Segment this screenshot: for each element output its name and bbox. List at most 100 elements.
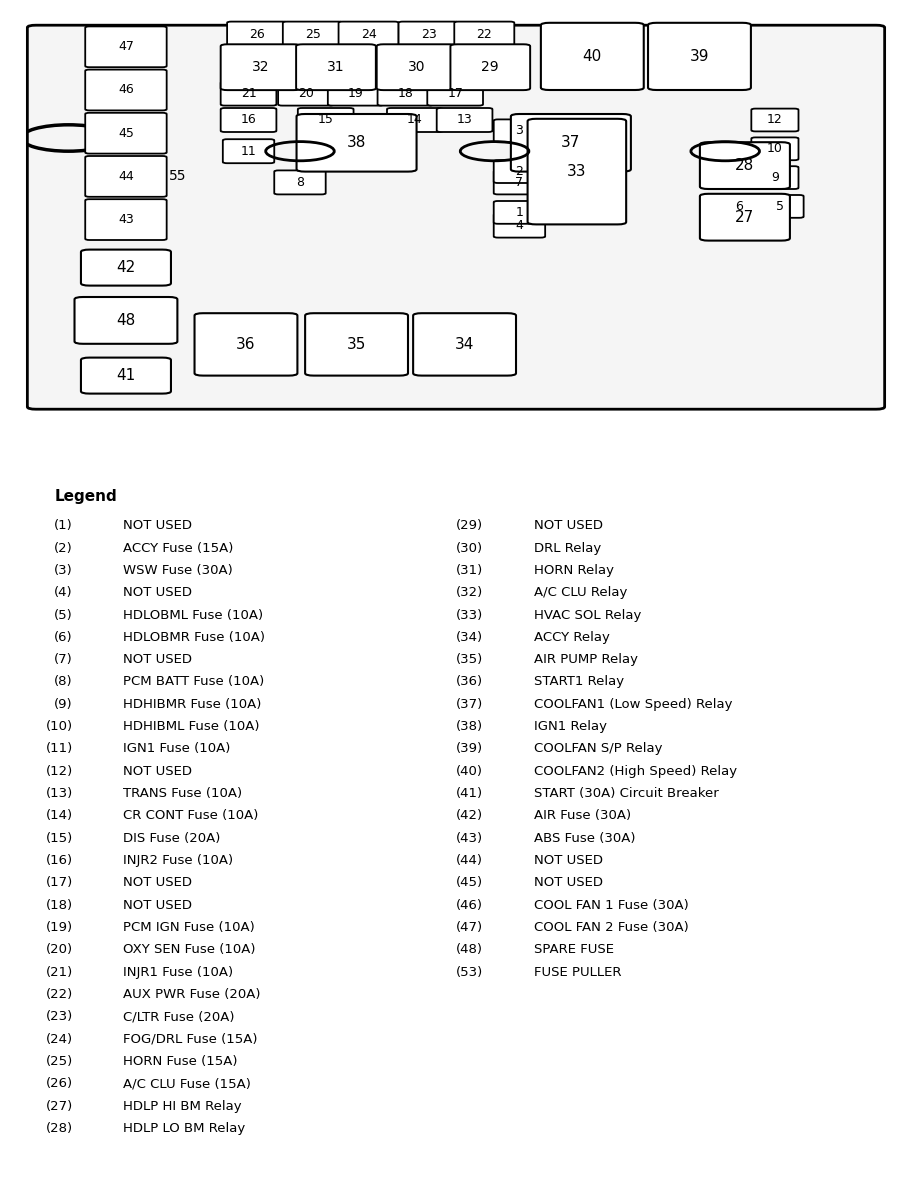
Text: (3): (3) [54, 564, 73, 577]
Text: 38: 38 [346, 136, 366, 150]
Text: (9): (9) [55, 697, 73, 710]
Text: INJR1 Fuse (10A): INJR1 Fuse (10A) [123, 966, 233, 979]
Text: 24: 24 [360, 29, 376, 41]
Text: COOLFAN S/P Relay: COOLFAN S/P Relay [533, 743, 661, 756]
Text: 19: 19 [347, 88, 363, 100]
Text: 22: 22 [476, 29, 492, 41]
FancyBboxPatch shape [427, 82, 483, 106]
Text: (48): (48) [456, 943, 483, 956]
FancyBboxPatch shape [527, 119, 626, 224]
Text: (42): (42) [456, 809, 483, 822]
Text: A/C CLU Relay: A/C CLU Relay [533, 586, 626, 599]
Text: (44): (44) [456, 854, 483, 868]
Text: 48: 48 [117, 313, 136, 328]
Text: NOT USED: NOT USED [123, 899, 192, 912]
Text: ACCY Relay: ACCY Relay [533, 631, 609, 644]
Text: (16): (16) [46, 854, 73, 868]
Text: (45): (45) [456, 876, 483, 889]
Text: (33): (33) [456, 608, 483, 622]
FancyBboxPatch shape [755, 194, 803, 217]
Text: NOT USED: NOT USED [533, 520, 602, 533]
Text: NOT USED: NOT USED [123, 653, 192, 666]
Text: AUX PWR Fuse (20A): AUX PWR Fuse (20A) [123, 988, 261, 1001]
Text: COOLFAN2 (High Speed) Relay: COOLFAN2 (High Speed) Relay [533, 764, 736, 778]
Text: COOL FAN 1 Fuse (30A): COOL FAN 1 Fuse (30A) [533, 899, 688, 912]
Text: 12: 12 [766, 114, 782, 126]
Text: WSW Fuse (30A): WSW Fuse (30A) [123, 564, 232, 577]
Text: 5: 5 [775, 200, 783, 212]
FancyBboxPatch shape [377, 82, 433, 106]
Text: (32): (32) [456, 586, 483, 599]
Text: 8: 8 [296, 176, 303, 188]
FancyBboxPatch shape [493, 119, 545, 142]
Text: AIR PUMP Relay: AIR PUMP Relay [533, 653, 637, 666]
Text: (12): (12) [46, 764, 73, 778]
Text: (22): (22) [46, 988, 73, 1001]
Text: HDLP HI BM Relay: HDLP HI BM Relay [123, 1099, 241, 1112]
Text: (35): (35) [456, 653, 483, 666]
Text: 25: 25 [304, 29, 321, 41]
Text: 11: 11 [241, 145, 256, 157]
Text: 7: 7 [515, 176, 523, 188]
Text: (29): (29) [456, 520, 483, 533]
Text: HORN Relay: HORN Relay [533, 564, 613, 577]
FancyBboxPatch shape [493, 170, 545, 194]
Text: 55: 55 [169, 169, 186, 184]
FancyBboxPatch shape [648, 23, 750, 90]
Text: ABS Fuse (30A): ABS Fuse (30A) [533, 832, 634, 845]
Text: 36: 36 [236, 337, 255, 352]
Text: 44: 44 [118, 170, 134, 182]
Text: AIR Fuse (30A): AIR Fuse (30A) [533, 809, 630, 822]
Text: IGN1 Fuse (10A): IGN1 Fuse (10A) [123, 743, 230, 756]
Text: 31: 31 [327, 60, 344, 74]
Text: 9: 9 [770, 172, 778, 184]
Text: (25): (25) [46, 1055, 73, 1068]
Text: 35: 35 [346, 337, 366, 352]
FancyBboxPatch shape [85, 199, 167, 240]
Text: 47: 47 [118, 41, 134, 53]
Text: (31): (31) [456, 564, 483, 577]
FancyBboxPatch shape [194, 313, 297, 376]
FancyBboxPatch shape [493, 160, 545, 182]
FancyBboxPatch shape [751, 108, 798, 131]
FancyBboxPatch shape [386, 108, 442, 132]
Text: 10: 10 [766, 143, 782, 155]
Text: NOT USED: NOT USED [123, 876, 192, 889]
FancyBboxPatch shape [278, 82, 333, 106]
Text: (38): (38) [456, 720, 483, 733]
Text: (7): (7) [54, 653, 73, 666]
Text: 27: 27 [734, 210, 753, 224]
Text: 23: 23 [420, 29, 436, 41]
Text: NOT USED: NOT USED [123, 764, 192, 778]
Text: 46: 46 [118, 84, 134, 96]
Text: 13: 13 [456, 114, 472, 126]
FancyBboxPatch shape [436, 108, 492, 132]
FancyBboxPatch shape [85, 156, 167, 197]
Text: 3: 3 [515, 125, 523, 137]
Text: 1: 1 [515, 206, 523, 218]
Text: START (30A) Circuit Breaker: START (30A) Circuit Breaker [533, 787, 718, 800]
Text: 41: 41 [117, 368, 136, 383]
FancyBboxPatch shape [220, 82, 276, 106]
Text: 21: 21 [241, 88, 256, 100]
Text: A/C CLU Fuse (15A): A/C CLU Fuse (15A) [123, 1078, 251, 1091]
Text: (10): (10) [46, 720, 73, 733]
FancyBboxPatch shape [305, 313, 407, 376]
FancyBboxPatch shape [85, 26, 167, 67]
Text: PCM IGN Fuse (10A): PCM IGN Fuse (10A) [123, 922, 254, 934]
Text: (8): (8) [55, 676, 73, 689]
Text: HDHIBMR Fuse (10A): HDHIBMR Fuse (10A) [123, 697, 261, 710]
Text: START1 Relay: START1 Relay [533, 676, 623, 689]
Text: HVAC SOL Relay: HVAC SOL Relay [533, 608, 640, 622]
Text: (46): (46) [456, 899, 483, 912]
Text: TRANS Fuse (10A): TRANS Fuse (10A) [123, 787, 242, 800]
Text: (2): (2) [54, 541, 73, 554]
FancyBboxPatch shape [222, 139, 274, 163]
FancyBboxPatch shape [85, 70, 167, 110]
Text: 34: 34 [455, 337, 474, 352]
Text: 42: 42 [117, 260, 136, 275]
Text: 4: 4 [515, 220, 523, 232]
Text: ACCY Fuse (15A): ACCY Fuse (15A) [123, 541, 233, 554]
Text: 43: 43 [118, 214, 134, 226]
FancyBboxPatch shape [714, 194, 762, 217]
